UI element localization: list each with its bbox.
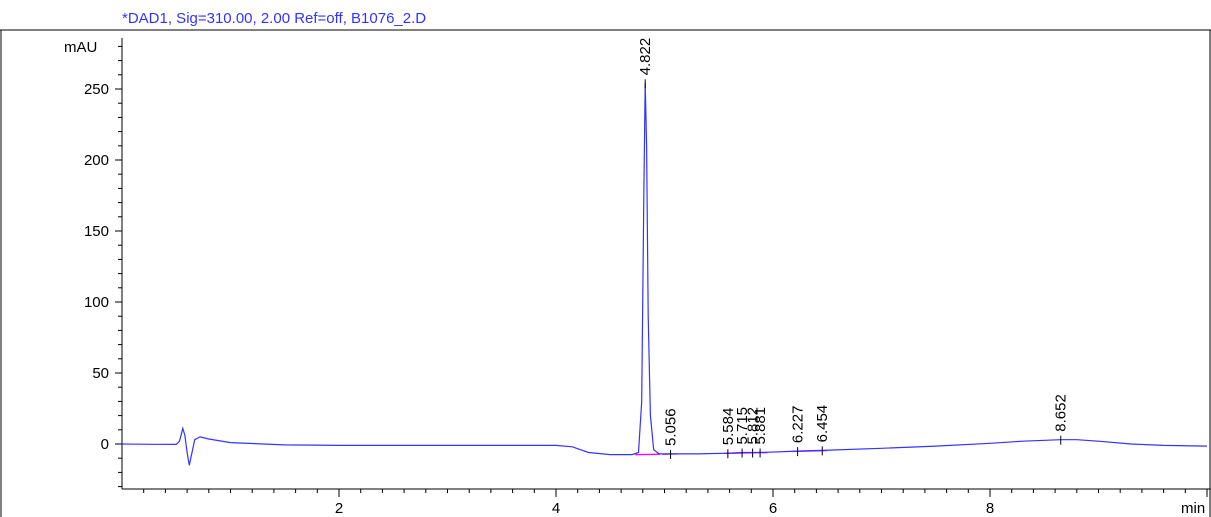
peak-label: 5.881 <box>752 407 769 445</box>
x-tick-label: 2 <box>335 500 343 517</box>
chart-title: *DAD1, Sig=310.00, 2.00 Ref=off, B1076_2… <box>122 10 426 27</box>
x-tick-label: 6 <box>769 500 777 517</box>
y-tick-label: 200 <box>84 152 109 169</box>
y-tick-label: 150 <box>84 223 109 240</box>
axis-ticks: 0 50 100 150 200 250 2 4 6 8 <box>84 45 1208 517</box>
peak-label: 5.584 <box>720 408 737 446</box>
y-tick-label: 0 <box>101 436 109 453</box>
x-tick-label: 8 <box>986 500 994 517</box>
peak-label: 5.715 <box>734 407 751 445</box>
peak-label: 8.652 <box>1053 394 1070 432</box>
y-axis-unit-label: mAU <box>64 39 97 56</box>
peak-label: 5.056 <box>663 408 680 446</box>
y-tick-label: 250 <box>84 81 109 98</box>
peak-label: 6.454 <box>814 405 831 443</box>
y-tick-label: 100 <box>84 294 109 311</box>
peak-label: 4.822 <box>637 38 654 76</box>
signal-trace <box>121 83 1208 466</box>
x-tick-label: 4 <box>552 500 560 517</box>
peak-label: 5.812 <box>745 407 762 445</box>
y-tick-label: 50 <box>92 365 109 382</box>
peak-label: 6.227 <box>790 406 807 444</box>
x-axis-unit-label: min <box>1181 500 1205 517</box>
